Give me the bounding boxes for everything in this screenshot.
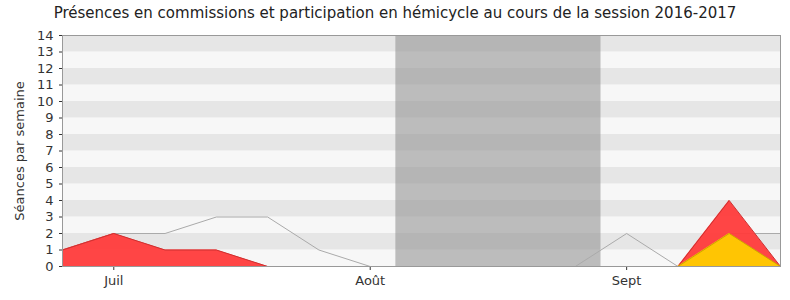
svg-text:0: 0 [45, 259, 53, 274]
svg-text:12: 12 [37, 61, 54, 76]
svg-text:Sept: Sept [612, 273, 642, 288]
svg-text:2: 2 [45, 226, 53, 241]
svg-text:4: 4 [45, 193, 53, 208]
svg-text:11: 11 [37, 77, 54, 92]
svg-text:Juil: Juil [103, 273, 123, 288]
svg-text:7: 7 [45, 143, 53, 158]
svg-text:8: 8 [45, 127, 53, 142]
svg-text:1: 1 [45, 242, 53, 257]
svg-text:3: 3 [45, 209, 53, 224]
svg-text:6: 6 [45, 160, 53, 175]
svg-text:10: 10 [37, 94, 54, 109]
html-text:Présences en commissions et pa: Présences en commissions et participatio… [53, 4, 737, 22]
svg-text:Séances par semaine: Séances par semaine [12, 81, 27, 220]
svg-text:13: 13 [37, 44, 54, 59]
svg-text:14: 14 [37, 28, 54, 43]
svg-text:Août: Août [355, 273, 385, 288]
svg-text:5: 5 [45, 176, 53, 191]
svg-text:9: 9 [45, 110, 53, 125]
